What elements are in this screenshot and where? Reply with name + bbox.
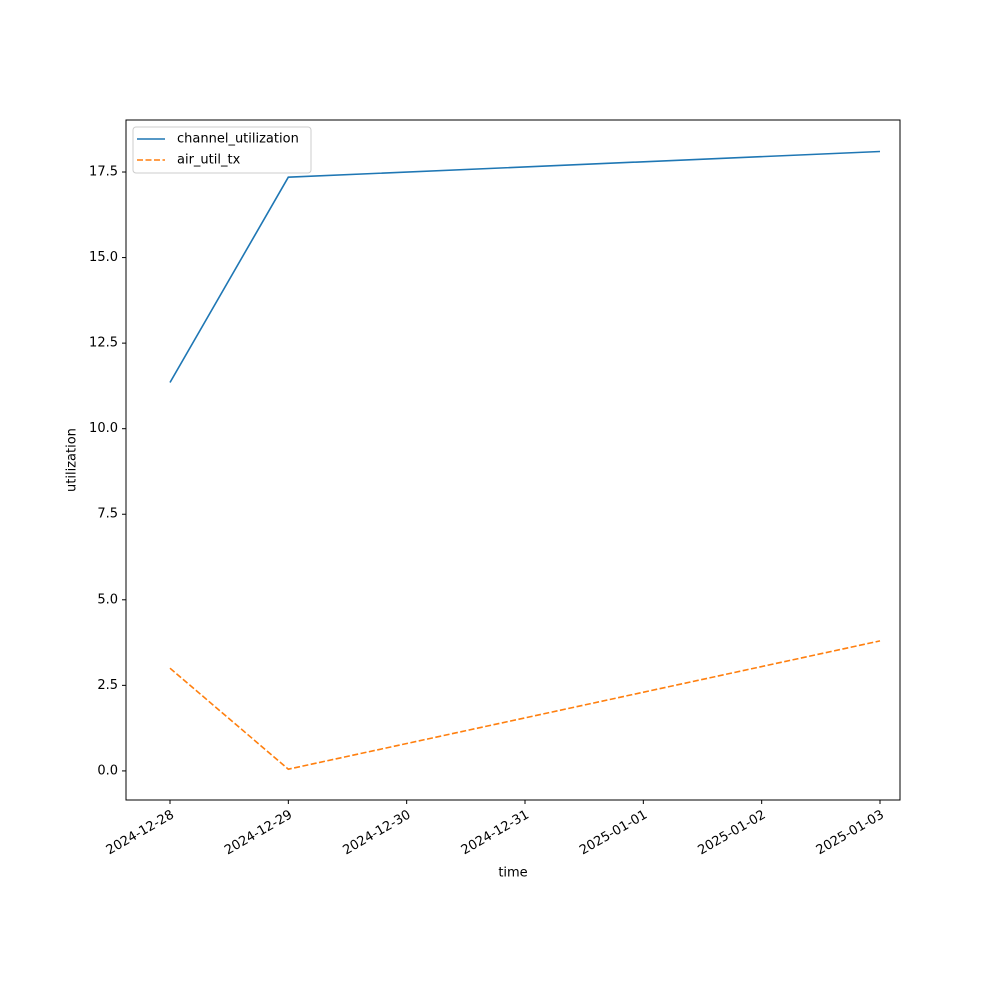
x-tick-label: 2025-01-02 — [695, 808, 768, 859]
plot-frame — [125, 119, 901, 801]
y-tick-label: 0.0 — [97, 763, 118, 778]
legend-box — [132, 126, 312, 174]
x-tick-label: 2024-12-28 — [104, 808, 177, 859]
legend-label: channel_utilization — [177, 132, 299, 147]
y-tick-label: 2.5 — [97, 678, 118, 693]
data-line — [169, 640, 881, 771]
y-tick-label: 12.5 — [89, 336, 118, 351]
x-tick-label: 2024-12-30 — [340, 808, 413, 859]
x-axis-label: time — [498, 866, 527, 881]
x-tick-label: 2025-01-03 — [814, 808, 887, 859]
y-tick-label: 7.5 — [97, 507, 118, 522]
data-line — [169, 150, 881, 383]
y-tick-label: 5.0 — [97, 592, 118, 607]
x-tick-label: 2024-12-31 — [459, 808, 532, 859]
y-tick-label: 10.0 — [89, 421, 118, 436]
x-tick-label: 2025-01-01 — [577, 808, 650, 859]
y-axis-label: utilization — [65, 428, 80, 492]
y-tick-label: 15.0 — [89, 250, 118, 265]
legend-label: air_util_tx — [177, 153, 241, 168]
x-tick-label: 2024-12-29 — [222, 808, 295, 859]
y-tick-label: 17.5 — [89, 165, 118, 180]
